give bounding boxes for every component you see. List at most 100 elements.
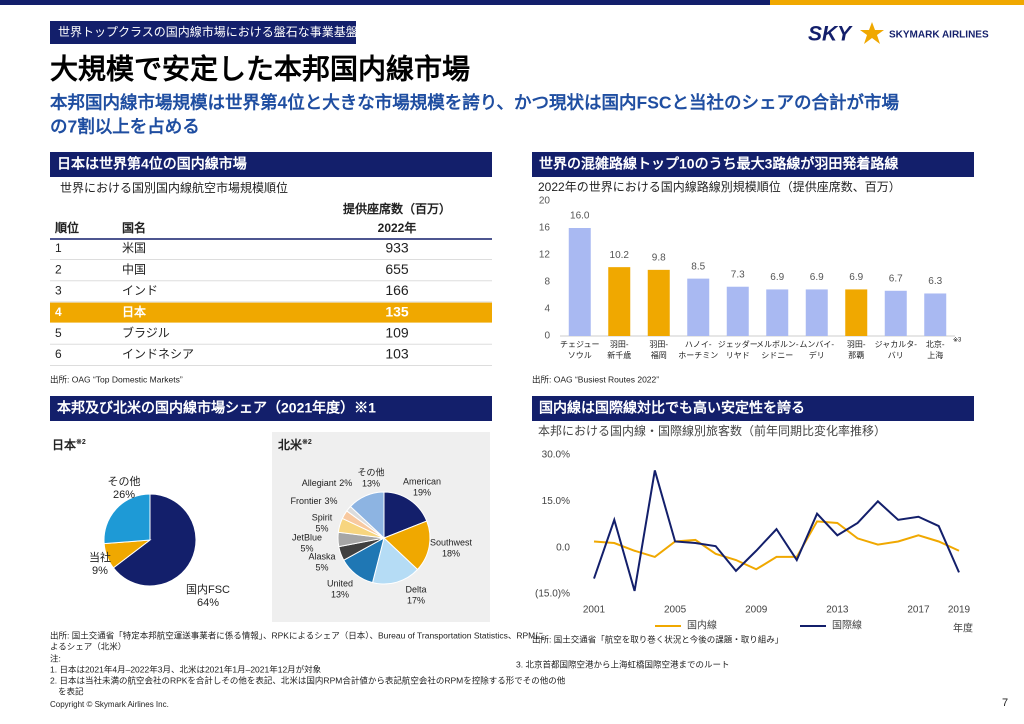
x-tick-label: 2017 bbox=[907, 605, 930, 616]
pie-slice bbox=[383, 491, 428, 539]
chart-caption: 2022年の世界における国内線路線別規模順位（提供座席数、百万） bbox=[538, 179, 901, 194]
x-tick-label: チェジュー bbox=[560, 340, 599, 349]
x-tick-label: 羽田- bbox=[847, 340, 866, 349]
note: を表記 bbox=[58, 686, 84, 696]
pie-label: Spirit bbox=[312, 512, 333, 522]
pie-label: その他 bbox=[108, 475, 141, 488]
pie-label: Frontier 3% bbox=[290, 496, 337, 506]
pie-label: その他 bbox=[357, 466, 384, 477]
source-note: 出所: OAG “Top Domestic Markets” bbox=[50, 374, 183, 384]
section-bar bbox=[532, 152, 974, 177]
section-title: 本邦及び北米の国内線市場シェア（2021年度）※1 bbox=[57, 400, 376, 416]
x-tick-label: 北京- bbox=[926, 339, 945, 349]
value-label: 6.3 bbox=[928, 276, 942, 287]
table-cell: インド bbox=[122, 284, 158, 298]
bar bbox=[845, 289, 868, 336]
x-tick-label: ホーチミン bbox=[678, 351, 718, 360]
pie-value-label: 5% bbox=[300, 543, 313, 553]
y-tick-label: 0 bbox=[544, 331, 550, 342]
x-tick-label: 福岡 bbox=[651, 351, 667, 360]
value-label: 10.2 bbox=[610, 250, 630, 261]
x-tick-label: ソウル bbox=[568, 351, 592, 360]
bar bbox=[766, 289, 789, 336]
logo-mark: SKY bbox=[808, 23, 853, 46]
subtitle: 本邦国内線市場規模は世界第4位と大きな市場規模を誇り、かつ現状は国内FSCと当社… bbox=[50, 93, 900, 113]
pie-label: Alaska bbox=[308, 551, 335, 561]
pie-title: 北米※2 bbox=[278, 437, 312, 452]
pie-value-label: 13% bbox=[362, 478, 380, 488]
table-cell: 1 bbox=[55, 241, 62, 255]
bar bbox=[924, 293, 947, 336]
x-tick-label: ジェッダー bbox=[718, 339, 758, 349]
pie-label: American bbox=[403, 476, 441, 486]
section-bar bbox=[50, 152, 492, 177]
pie-value-label: 9% bbox=[92, 565, 108, 577]
value-label: 16.0 bbox=[570, 211, 590, 222]
section-title: 国内線は国際線対比でも高い安定性を誇る bbox=[539, 400, 805, 416]
table-highlight bbox=[50, 302, 492, 323]
x-tick-label: 2013 bbox=[826, 605, 849, 616]
bar bbox=[687, 278, 710, 336]
x-tick-label: 2009 bbox=[745, 605, 768, 616]
page-title: 大規模で安定した本邦国内線市場 bbox=[50, 52, 470, 84]
table-header: 順位 bbox=[54, 220, 79, 235]
pie-slice bbox=[371, 537, 419, 585]
bar bbox=[884, 290, 907, 336]
bar bbox=[726, 286, 749, 336]
source-note: 出所: OAG “Busiest Routes 2022” bbox=[532, 374, 659, 384]
table-header: 国名 bbox=[122, 220, 146, 235]
tag: 世界トップクラスの国内線市場における盤石な事業基盤 bbox=[58, 24, 358, 39]
x-tick-label: 羽田- bbox=[610, 340, 629, 349]
notes-label: 注: bbox=[50, 653, 61, 663]
pie-label: 当社 bbox=[89, 550, 111, 564]
x-tick-label: メルボルン- bbox=[756, 340, 799, 349]
x-tick-label: 上海 bbox=[927, 350, 943, 360]
value-label: 6.9 bbox=[810, 272, 824, 283]
page-number: 7 bbox=[1002, 697, 1008, 709]
series-line bbox=[593, 520, 960, 571]
x-tick-label: 2019 bbox=[948, 605, 971, 616]
note: 1. 日本は2021年4月–2022年3月、北米は2021年1月–2021年12… bbox=[50, 664, 322, 674]
section-title: 日本は世界第4位の国内線市場 bbox=[57, 156, 247, 172]
table-cell: 109 bbox=[385, 325, 409, 341]
table-cell: 4 bbox=[55, 305, 62, 319]
pie-label: Delta bbox=[405, 584, 426, 594]
pie-value-label: 17% bbox=[407, 595, 425, 605]
section-bar bbox=[532, 396, 974, 421]
value-label: 6.7 bbox=[889, 273, 903, 284]
table-cell: 166 bbox=[385, 282, 409, 298]
series-line bbox=[593, 470, 960, 592]
y-tick-label: 16 bbox=[539, 223, 551, 234]
x-tick-label: ジャカルタ- bbox=[875, 340, 918, 349]
pie-label: Allegiant 2% bbox=[302, 478, 353, 488]
table-caption: 世界における国別国内線航空市場規模順位 bbox=[60, 180, 288, 195]
table-cell: 933 bbox=[385, 240, 409, 256]
pie-title: 日本※2 bbox=[52, 437, 86, 452]
value-label: 8.5 bbox=[691, 261, 705, 272]
annotation: ※3 bbox=[953, 337, 962, 344]
copyright: Copyright © Skymark Airlines Inc. bbox=[50, 700, 169, 709]
table-cell: 米国 bbox=[122, 241, 146, 255]
value-label: 6.9 bbox=[770, 272, 784, 283]
table-cell: 3 bbox=[55, 284, 62, 298]
y-tick-label: 4 bbox=[544, 304, 550, 315]
y-tick-label: 8 bbox=[544, 277, 550, 288]
pie-value-label: 13% bbox=[331, 589, 349, 599]
table-cell: 5 bbox=[55, 326, 62, 340]
pie-slice bbox=[383, 520, 431, 571]
x-tick-label: ハノイ- bbox=[685, 340, 712, 349]
pie-slice bbox=[349, 491, 385, 540]
x-tick-label: 2005 bbox=[664, 605, 687, 616]
note: 3. 北京首都国際空港から上海虹橋国際空港までのルート bbox=[516, 659, 729, 669]
y-tick-label: (15.0)% bbox=[535, 589, 570, 600]
x-tick-label: 新千歳 bbox=[607, 350, 631, 360]
section-bar bbox=[50, 396, 492, 421]
table-cell: 103 bbox=[385, 346, 409, 362]
bar bbox=[647, 269, 670, 336]
legend-label: 国際線 bbox=[832, 619, 862, 632]
bar bbox=[568, 228, 591, 336]
x-tick-label: デリ bbox=[809, 350, 825, 360]
pie-slice bbox=[103, 493, 151, 545]
pie-label: JetBlue bbox=[292, 532, 322, 542]
